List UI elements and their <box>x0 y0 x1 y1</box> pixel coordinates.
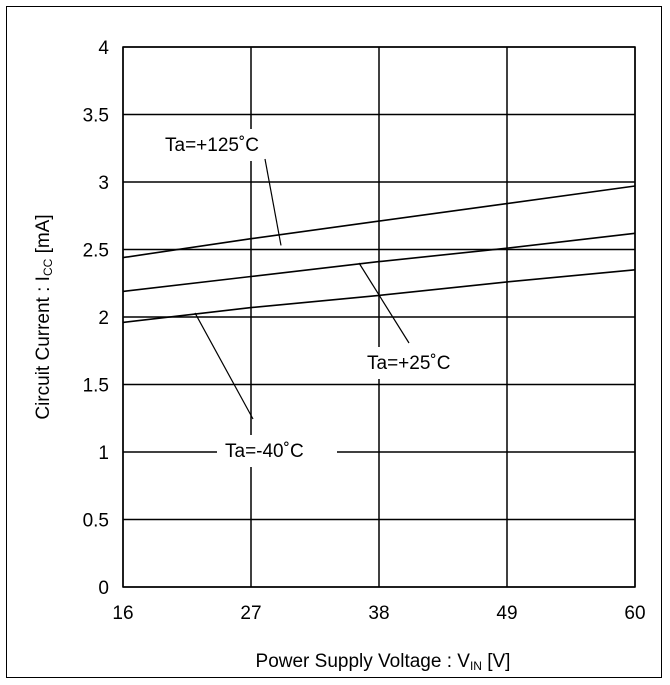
annotation-label-0: Ta=+125˚C <box>165 135 259 156</box>
y-tick-label-5: 2.5 <box>83 241 109 262</box>
annotations: Ta=+125˚C Ta=+25˚C Ta=-40˚C <box>157 129 479 467</box>
annotation-label-2: Ta=-40˚C <box>225 441 304 462</box>
y-tick-label-7: 3.5 <box>83 106 109 127</box>
x-tick-label-3: 49 <box>496 603 517 624</box>
annotation-leader-0 <box>264 158 282 246</box>
annotation-leader-2 <box>194 312 254 420</box>
annotation-bg-1 <box>359 347 479 379</box>
x-tick-label-2: 38 <box>368 603 389 624</box>
y-tick-label-1: 0.5 <box>83 511 109 532</box>
y-tick-labels: 0 0.5 1 1.5 2 2.5 3 3.5 4 <box>83 38 110 599</box>
x-tick-label-0: 16 <box>112 603 133 624</box>
annotation-leader-1 <box>358 262 410 344</box>
x-tick-label-4: 60 <box>624 603 645 624</box>
x-axis-title: Power Supply Voltage : VIN [V] <box>256 651 511 673</box>
x-axis-title-main: Power Supply Voltage : V <box>256 651 471 672</box>
y-tick-label-3: 1.5 <box>83 376 109 397</box>
grid-lines <box>122 46 636 588</box>
y-axis-title-sub: CC <box>41 258 55 276</box>
annotation-bg-2 <box>217 435 337 467</box>
y-tick-label-2: 1 <box>98 443 109 464</box>
x-axis-title-unit: [V] <box>482 651 511 672</box>
annotation-label-1: Ta=+25˚C <box>367 353 450 374</box>
plot-area-border <box>122 46 636 588</box>
series-line-0 <box>122 185 636 259</box>
series-line-1 <box>122 232 636 293</box>
x-tick-label-1: 27 <box>240 603 261 624</box>
y-tick-label-0: 0 <box>98 578 109 599</box>
y-axis-title-main: Circuit Current : I <box>33 276 54 420</box>
chart-frame: 0 0.5 1 1.5 2 2.5 3 3.5 4 16 27 38 49 60 Ta=+125˚C Ta… <box>6 6 662 678</box>
x-axis-title-sub: IN <box>470 659 482 673</box>
y-axis-title-unit: [mA] <box>33 214 54 258</box>
chart-svg: 00.511.522.533.54 16 27 38 49 60 Ta=+125˚CTa… <box>33 38 646 673</box>
x-tick-labels: 16 27 38 49 60 <box>112 603 645 624</box>
y-tick-label-8: 4 <box>98 38 109 59</box>
annotation-bg-0 <box>157 129 287 161</box>
y-axis-title: Circuit Current : ICC [mA] <box>33 214 55 419</box>
y-tick-label-6: 3 <box>98 173 109 194</box>
y-tick-label-4: 2 <box>98 308 109 329</box>
